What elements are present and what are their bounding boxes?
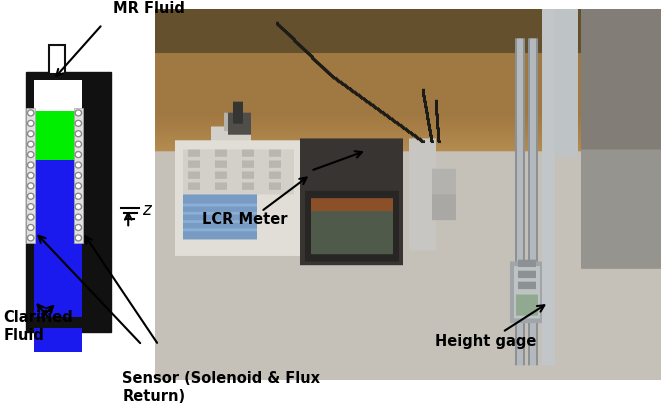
Circle shape xyxy=(75,193,81,199)
Circle shape xyxy=(28,173,34,178)
Circle shape xyxy=(75,151,81,158)
Bar xyxy=(0,61,145,380)
Circle shape xyxy=(77,226,80,229)
Circle shape xyxy=(77,132,80,135)
Bar xyxy=(49,45,65,74)
Bar xyxy=(26,74,85,80)
Circle shape xyxy=(75,162,81,168)
Bar xyxy=(26,318,85,325)
Circle shape xyxy=(29,111,32,115)
Text: Clarified
Fluid: Clarified Fluid xyxy=(3,310,73,343)
Circle shape xyxy=(75,204,81,210)
Circle shape xyxy=(29,143,32,146)
Circle shape xyxy=(28,131,34,137)
Circle shape xyxy=(75,110,81,116)
Circle shape xyxy=(28,141,34,147)
Circle shape xyxy=(75,214,81,220)
Circle shape xyxy=(28,151,34,158)
Circle shape xyxy=(28,214,34,220)
Bar xyxy=(34,328,82,352)
Text: Sensor (Solenoid & Flux
Return): Sensor (Solenoid & Flux Return) xyxy=(122,371,321,403)
Circle shape xyxy=(29,132,32,135)
Text: LCR Meter: LCR Meter xyxy=(202,211,287,226)
Circle shape xyxy=(77,236,80,239)
Circle shape xyxy=(75,173,81,178)
Circle shape xyxy=(29,215,32,219)
Circle shape xyxy=(29,153,32,156)
Circle shape xyxy=(77,195,80,198)
Circle shape xyxy=(77,163,80,166)
Circle shape xyxy=(28,183,34,189)
Circle shape xyxy=(77,174,80,177)
Circle shape xyxy=(75,224,81,230)
Circle shape xyxy=(75,120,81,126)
Circle shape xyxy=(29,205,32,208)
Circle shape xyxy=(75,183,81,189)
Text: z: z xyxy=(142,201,151,219)
Circle shape xyxy=(29,184,32,188)
Bar xyxy=(34,111,82,160)
Bar xyxy=(74,108,83,243)
Circle shape xyxy=(29,195,32,198)
Circle shape xyxy=(77,111,80,115)
Text: Height gage: Height gage xyxy=(435,334,536,349)
Circle shape xyxy=(77,184,80,188)
Circle shape xyxy=(29,236,32,239)
Circle shape xyxy=(28,204,34,210)
Bar xyxy=(34,160,82,326)
Circle shape xyxy=(28,235,34,241)
Circle shape xyxy=(77,153,80,156)
Circle shape xyxy=(77,122,80,125)
Circle shape xyxy=(28,193,34,199)
Circle shape xyxy=(28,120,34,126)
Circle shape xyxy=(77,215,80,219)
Bar xyxy=(34,80,82,111)
Bar xyxy=(26,72,111,332)
Circle shape xyxy=(28,224,34,230)
Circle shape xyxy=(75,131,81,137)
Bar xyxy=(26,108,35,243)
Circle shape xyxy=(29,122,32,125)
Circle shape xyxy=(29,163,32,166)
Circle shape xyxy=(77,205,80,208)
Circle shape xyxy=(29,226,32,229)
Circle shape xyxy=(28,162,34,168)
Circle shape xyxy=(29,174,32,177)
Circle shape xyxy=(75,235,81,241)
Circle shape xyxy=(75,141,81,147)
Circle shape xyxy=(28,110,34,116)
Circle shape xyxy=(77,143,80,146)
Text: MR Fluid: MR Fluid xyxy=(113,1,184,16)
